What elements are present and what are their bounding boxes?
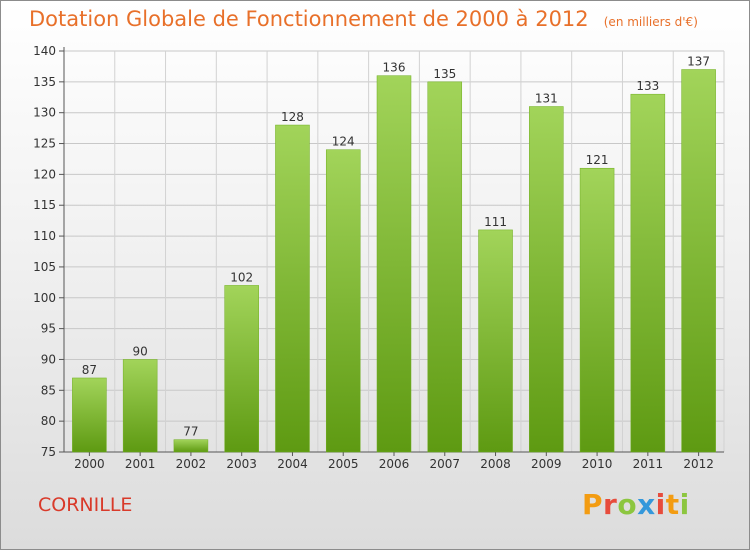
value-label-2010: 121 bbox=[586, 153, 609, 167]
bars bbox=[72, 69, 716, 453]
bar-2003 bbox=[224, 285, 259, 453]
value-label-2001: 90 bbox=[133, 344, 148, 358]
value-label-2004: 128 bbox=[281, 110, 304, 124]
x-tick-label-2005: 2005 bbox=[328, 457, 359, 471]
y-tick-label: 130 bbox=[33, 106, 56, 120]
y-tick-label: 135 bbox=[33, 75, 56, 89]
x-tick-label-2001: 2001 bbox=[125, 457, 156, 471]
bar-2004 bbox=[275, 124, 310, 453]
value-label-2012: 137 bbox=[687, 55, 710, 69]
value-label-2011: 133 bbox=[636, 79, 659, 93]
x-tick-label-2004: 2004 bbox=[277, 457, 308, 471]
bar-2010 bbox=[579, 167, 615, 453]
x-tick-label-2010: 2010 bbox=[582, 457, 613, 471]
x-tick-label-2003: 2003 bbox=[226, 457, 257, 471]
brand-logo: Proxiti bbox=[582, 488, 690, 521]
y-tick-label: 105 bbox=[33, 260, 56, 274]
value-label-2000: 87 bbox=[82, 363, 97, 377]
value-label-2005: 124 bbox=[332, 135, 355, 149]
bar-2007 bbox=[427, 81, 463, 453]
title-area: Dotation Globale de Fonctionnement de 20… bbox=[29, 7, 698, 31]
y-tick-label: 120 bbox=[33, 167, 56, 181]
value-label-2006: 136 bbox=[383, 61, 406, 75]
y-tick-label: 100 bbox=[33, 291, 56, 305]
value-label-2002: 77 bbox=[183, 425, 198, 439]
value-label-2003: 102 bbox=[230, 270, 253, 284]
bar-2002 bbox=[173, 439, 209, 453]
y-tick-label: 140 bbox=[33, 44, 56, 58]
labels: 75 80 85 90 95 100 105 110 115 120 125 130 135 140 87 2… bbox=[33, 44, 714, 471]
x-tick-label-2002: 2002 bbox=[176, 457, 207, 471]
bar-2008 bbox=[478, 229, 513, 453]
y-tick-label: 110 bbox=[33, 229, 56, 243]
y-tick-label: 85 bbox=[41, 383, 56, 397]
x-tick-label-2009: 2009 bbox=[531, 457, 562, 471]
y-tick-label: 95 bbox=[41, 322, 56, 336]
bar-2000 bbox=[72, 377, 107, 453]
value-label-2008: 111 bbox=[484, 215, 507, 229]
bar-2012 bbox=[681, 69, 716, 453]
x-tick-label-2012: 2012 bbox=[683, 457, 714, 471]
x-tick-label-2008: 2008 bbox=[480, 457, 511, 471]
x-tick-label-2000: 2000 bbox=[74, 457, 105, 471]
bar-2006 bbox=[376, 75, 412, 453]
value-label-2007: 135 bbox=[433, 67, 456, 81]
y-tick-label: 80 bbox=[41, 414, 56, 428]
chart-title: Dotation Globale de Fonctionnement de 20… bbox=[29, 7, 589, 31]
bar-2005 bbox=[325, 149, 361, 453]
x-tick-label-2006: 2006 bbox=[379, 457, 410, 471]
x-tick-label-2007: 2007 bbox=[429, 457, 460, 471]
chart-subtitle: (en milliers d'€) bbox=[603, 15, 698, 29]
x-tick-label-2011: 2011 bbox=[633, 457, 664, 471]
city-name: CORNILLE bbox=[38, 494, 133, 516]
bar-2009 bbox=[529, 106, 564, 453]
y-tick-label: 115 bbox=[33, 198, 56, 212]
bar-2011 bbox=[630, 93, 666, 453]
y-tick-label: 125 bbox=[33, 137, 56, 151]
value-label-2009: 131 bbox=[535, 92, 558, 106]
y-tick-label: 75 bbox=[41, 445, 56, 459]
y-tick-label: 90 bbox=[41, 352, 56, 366]
bar-2001 bbox=[122, 359, 158, 453]
